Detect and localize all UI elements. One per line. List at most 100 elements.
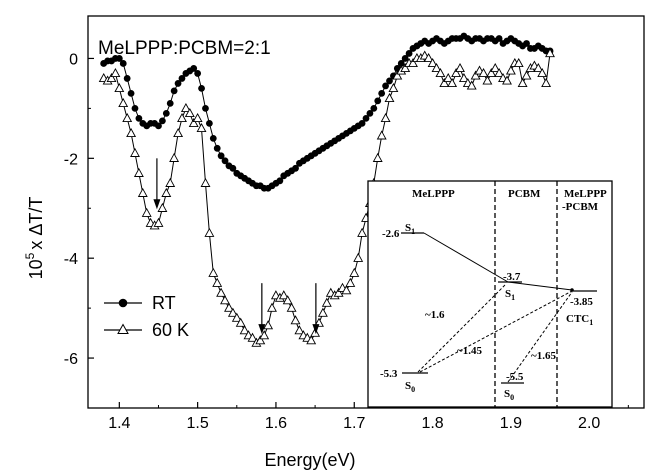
level-label-melppp-s0: -5.3 bbox=[380, 368, 398, 380]
60k-data-point bbox=[153, 217, 164, 227]
rt-data-point bbox=[401, 55, 409, 62]
legend-60k-label: 60 K bbox=[152, 320, 189, 340]
60k-data-point bbox=[439, 77, 450, 88]
rt-data-point bbox=[276, 177, 284, 185]
60k-data-point bbox=[482, 75, 493, 85]
60k-data-point bbox=[427, 57, 438, 68]
60k-data-point bbox=[196, 122, 207, 133]
60k-data-point bbox=[278, 290, 289, 300]
60k-data-point bbox=[353, 252, 364, 262]
60k-data-point bbox=[255, 335, 266, 345]
60k-data-point bbox=[184, 107, 195, 118]
60k-data-point bbox=[478, 67, 489, 78]
chart-annotation-title: MeLPPP:PCBM=2:1 bbox=[98, 38, 271, 59]
rt-data-point bbox=[194, 70, 202, 77]
annotation-arrowhead bbox=[312, 324, 320, 335]
60k-data-point bbox=[294, 325, 305, 335]
60k-data-point bbox=[521, 70, 532, 80]
rt-data-point bbox=[366, 109, 374, 117]
60k-data-point bbox=[118, 97, 129, 108]
60k-data-point bbox=[317, 307, 328, 317]
y-tick-label: 0 bbox=[69, 51, 78, 68]
transfer-s1-to-pcbm bbox=[423, 232, 509, 283]
level-state-pcbm-s1: S1 bbox=[505, 288, 515, 302]
60k-data-point bbox=[513, 57, 524, 68]
60k-data-point bbox=[533, 62, 544, 73]
60k-data-point bbox=[376, 130, 387, 140]
y-tick-label: -2 bbox=[64, 151, 78, 168]
transfer-pcbm-to-ctc bbox=[507, 281, 573, 291]
60k-data-point bbox=[110, 67, 121, 78]
60k-data-point bbox=[227, 307, 238, 317]
state-pcbm-s1: S bbox=[505, 288, 511, 300]
rt-data-point bbox=[202, 104, 209, 112]
ctc-dot bbox=[570, 288, 574, 292]
rt-data-point bbox=[131, 104, 139, 112]
60k-data-point bbox=[384, 92, 395, 103]
state-pcbm-s0: S bbox=[504, 388, 510, 400]
rt-data-point bbox=[174, 80, 182, 87]
60k-data-point bbox=[310, 327, 321, 337]
plot-area bbox=[87, 15, 645, 409]
rt-data-point bbox=[229, 164, 237, 172]
state-ctc1: CTC bbox=[566, 313, 589, 325]
rt-data-point bbox=[386, 77, 393, 85]
60k-data-point bbox=[106, 72, 117, 83]
60k-data-point bbox=[423, 52, 434, 63]
rt-data-point bbox=[119, 60, 127, 67]
60k-data-point bbox=[192, 112, 203, 123]
gap-label-2: ~1.45 bbox=[457, 345, 482, 357]
rt-data-point bbox=[135, 114, 143, 122]
rt-data-point bbox=[378, 90, 386, 97]
y-tick-label: -4 bbox=[64, 251, 78, 268]
state-sub-pcbm-s1: 1 bbox=[511, 293, 515, 302]
rt-data-point bbox=[205, 119, 213, 127]
inset-col-complex-line2: -PCBM bbox=[562, 201, 599, 213]
legend-rt-label: RT bbox=[152, 293, 176, 313]
60k-data-point bbox=[455, 62, 465, 73]
60k-data-point bbox=[212, 277, 223, 287]
60k-data-point bbox=[333, 287, 344, 297]
60k-data-point bbox=[486, 67, 497, 78]
rt-data-point bbox=[155, 122, 162, 130]
rt-data-point bbox=[221, 157, 229, 165]
rt-data-point bbox=[217, 152, 225, 160]
60k-data-point bbox=[447, 77, 458, 88]
level-state-ctc1: CTC1 bbox=[566, 313, 593, 327]
60k-data-point bbox=[235, 317, 246, 327]
state-sub-pcbm-s0: 0 bbox=[510, 393, 514, 402]
gap-label-3: ~1.65 bbox=[531, 350, 556, 362]
level-state-melppp-s0: S0 bbox=[405, 380, 415, 394]
60k-data-point bbox=[208, 267, 219, 277]
60k-data-point bbox=[345, 277, 356, 287]
60k-data-point bbox=[200, 177, 211, 187]
60k-data-point bbox=[435, 67, 446, 78]
60k-data-point bbox=[372, 152, 383, 162]
60k-data-point bbox=[188, 117, 199, 128]
x-tick-label: 1.5 bbox=[187, 415, 209, 432]
rt-data-point bbox=[127, 90, 135, 97]
60k-data-point bbox=[126, 127, 137, 138]
60k-data-point bbox=[114, 82, 125, 93]
rt-data-point bbox=[370, 104, 378, 112]
60k-data-point bbox=[341, 285, 352, 295]
60k-data-point bbox=[400, 62, 411, 73]
x-tick-label: 1.9 bbox=[500, 415, 522, 432]
rt-data-point bbox=[374, 97, 382, 105]
x-tick-label: 2.0 bbox=[578, 415, 600, 432]
y-tick-label: -6 bbox=[64, 351, 78, 368]
60k-data-point bbox=[545, 48, 555, 58]
rt-data-point bbox=[170, 87, 178, 95]
60k-data-point bbox=[431, 62, 442, 73]
rt-data-point bbox=[405, 50, 413, 57]
rt-data-point bbox=[166, 99, 174, 107]
60k-data-point bbox=[224, 302, 234, 312]
60k-data-point bbox=[122, 112, 133, 123]
state-melppp-s0: S bbox=[405, 380, 411, 392]
60k-data-point bbox=[466, 80, 477, 90]
plot-frame bbox=[87, 15, 645, 409]
60k-data-point bbox=[259, 330, 270, 340]
60k-data-point bbox=[161, 187, 172, 197]
level-state-pcbm-s0: S0 bbox=[504, 388, 514, 402]
inset-col-complex-line1: MeLPPP bbox=[564, 188, 607, 200]
